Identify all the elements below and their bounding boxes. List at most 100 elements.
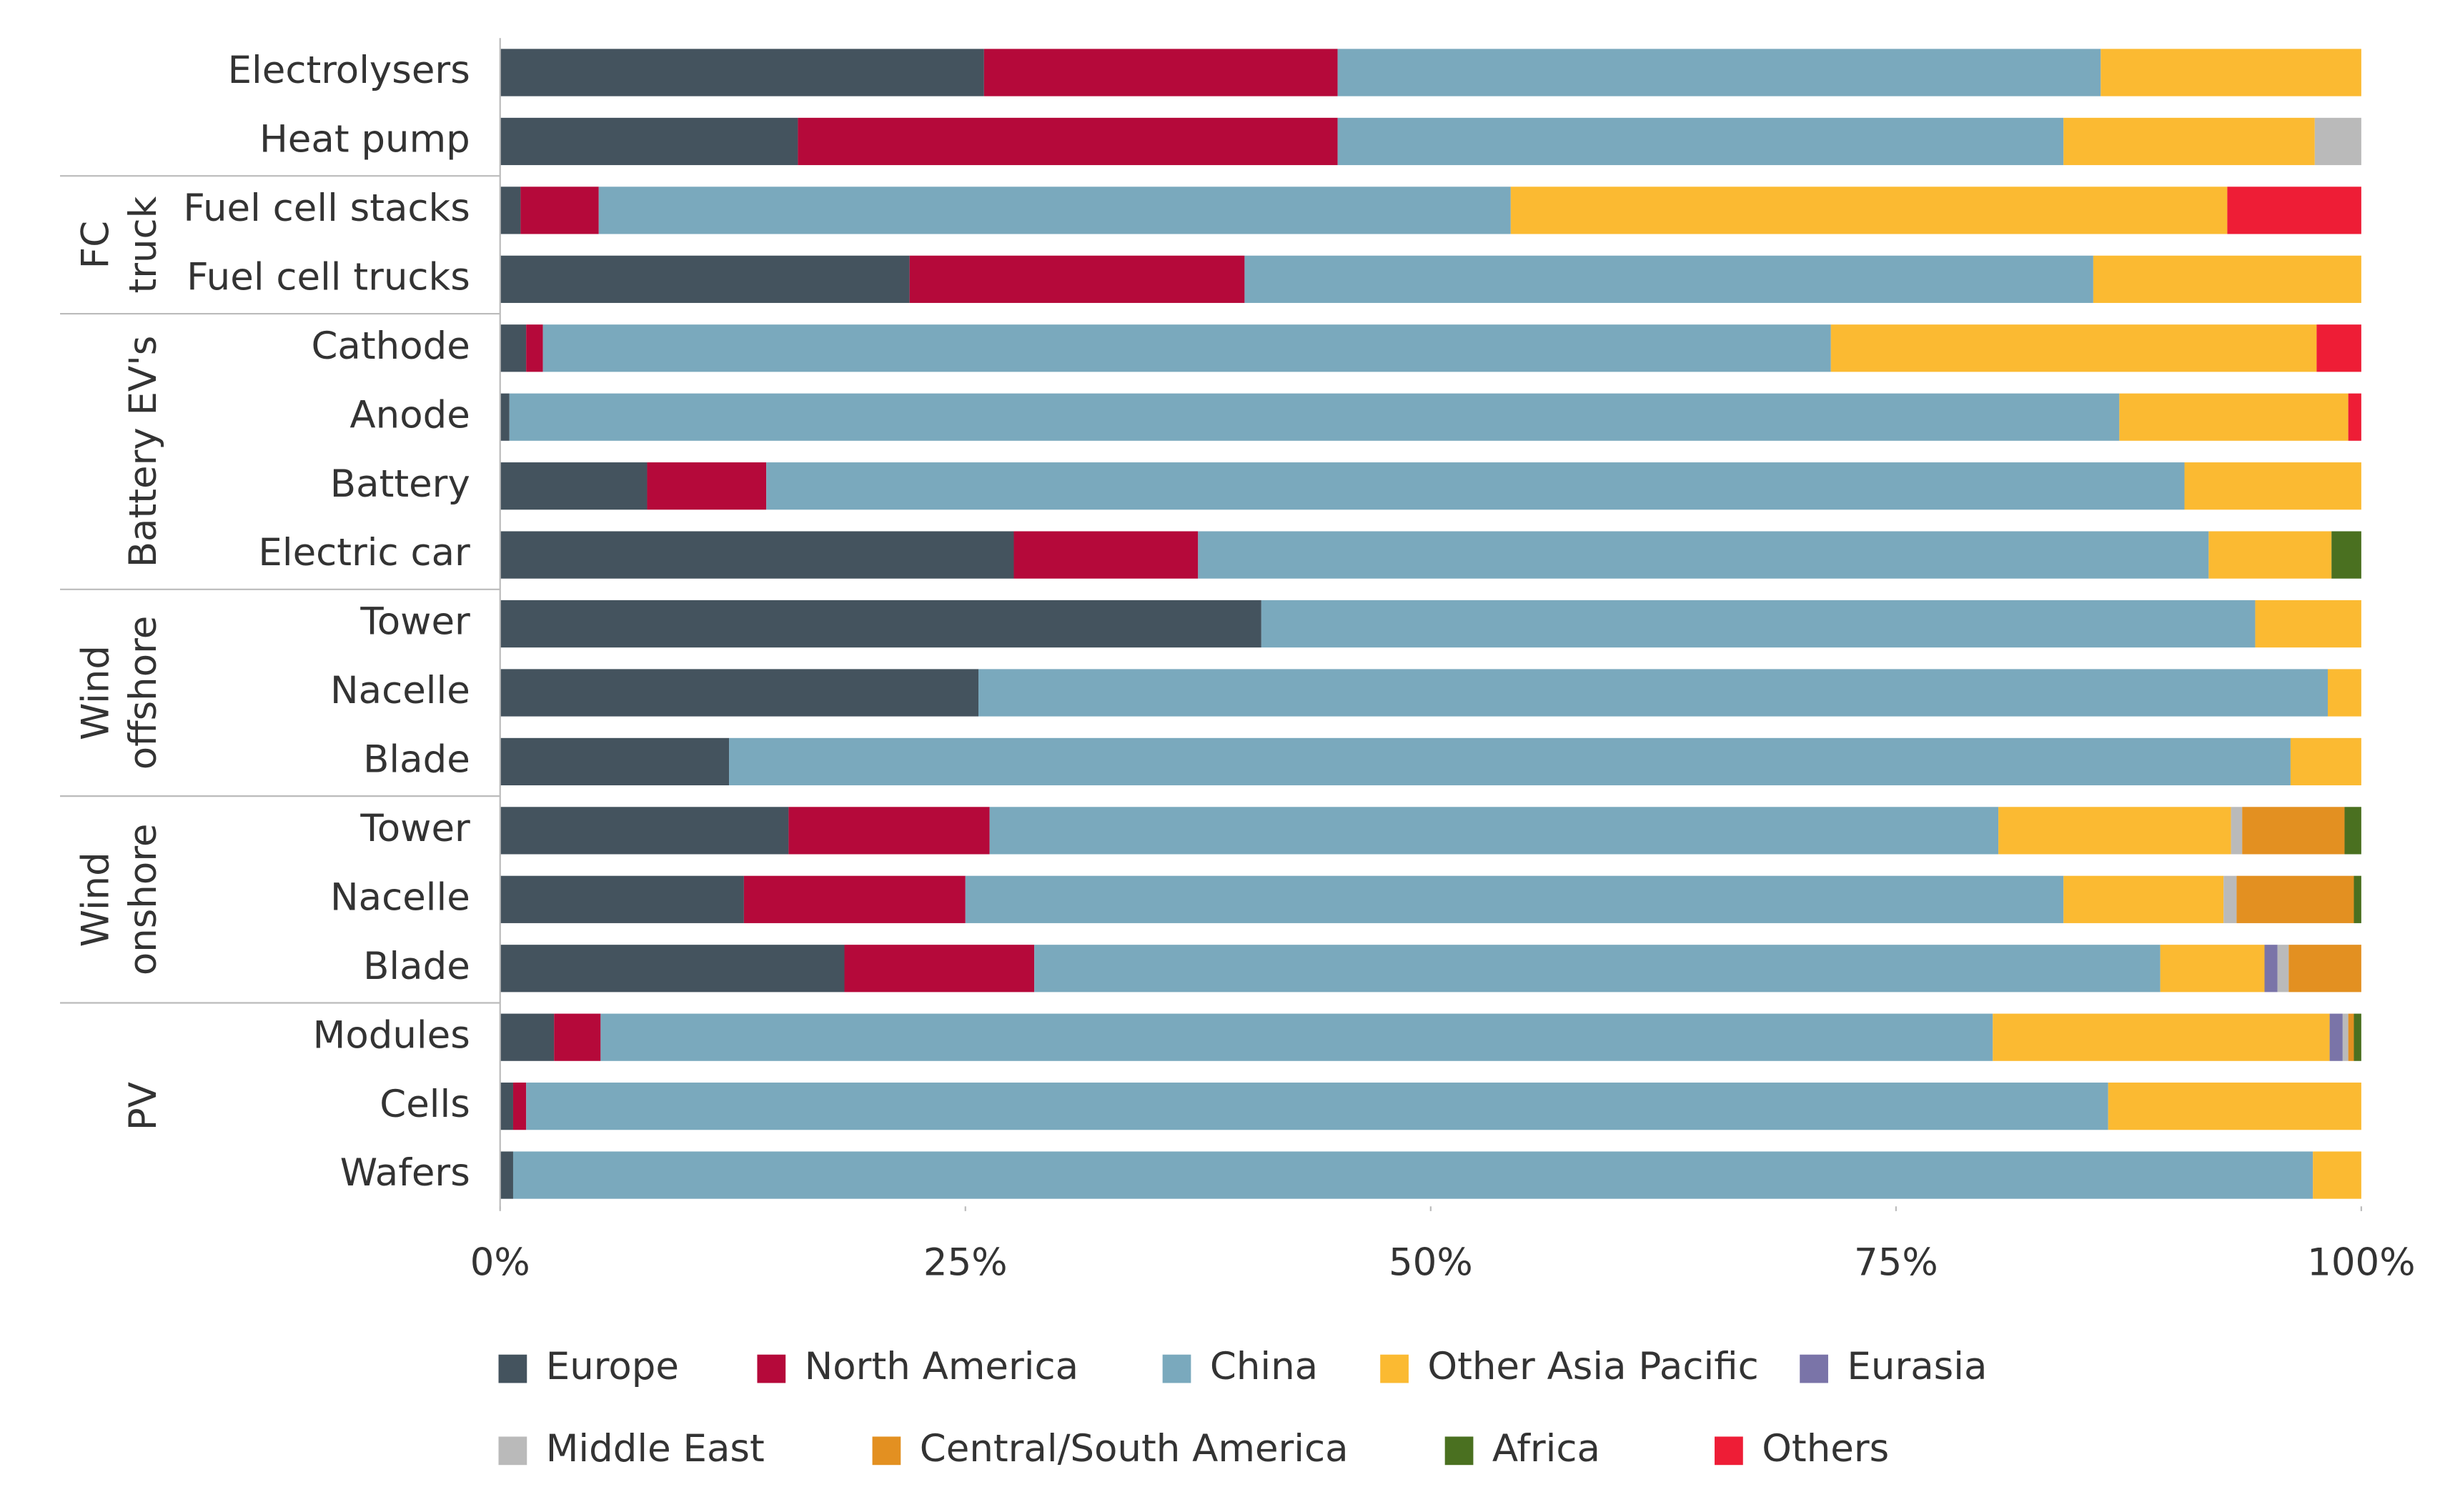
bar-segment — [1998, 807, 2231, 855]
bar-segment — [1034, 945, 2161, 993]
bar-segment — [500, 1151, 513, 1199]
legend-label: Africa — [1492, 1427, 1600, 1471]
bar-segment — [2354, 1013, 2361, 1061]
bar-segment — [1013, 531, 1199, 579]
bar-segment — [542, 324, 1831, 372]
category-label: Fuel cell trucks — [187, 255, 470, 299]
legend-label: Europe — [546, 1345, 679, 1388]
category-label: Cathode — [311, 324, 470, 368]
bar-segment — [2331, 531, 2361, 579]
category-label: Heat pump — [259, 118, 470, 161]
bar-segment — [520, 186, 599, 234]
bar-segment — [1337, 49, 2101, 96]
bar-segment — [1261, 600, 2256, 648]
bar-segment — [1993, 1013, 2330, 1061]
legend-swatch — [1800, 1354, 1828, 1383]
bar-segment — [512, 1083, 527, 1130]
legend-swatch — [872, 1436, 901, 1466]
bar-segment — [1198, 531, 2209, 579]
bar-segment — [2231, 807, 2243, 855]
bar-segment — [2108, 1083, 2361, 1130]
bar-segment — [526, 1083, 2108, 1130]
category-label: Electrolysers — [228, 49, 470, 92]
group-label: Wind — [74, 645, 118, 740]
legend-label: China — [1210, 1345, 1318, 1388]
category-label: Tower — [359, 600, 470, 644]
bar-segment — [2101, 49, 2361, 96]
bar-segment — [2208, 531, 2332, 579]
bar-segment — [647, 462, 767, 510]
legend-swatch — [1162, 1354, 1191, 1383]
bar-segment — [965, 875, 2064, 923]
bar-segment — [1830, 324, 2317, 372]
group-label: FC — [74, 221, 118, 269]
bar-segment — [600, 1013, 1993, 1061]
x-tick-label: 75% — [1854, 1241, 1938, 1285]
bar-segment — [500, 807, 789, 855]
bar-segment — [500, 945, 845, 993]
legend-label: Eurasia — [1847, 1345, 1987, 1388]
bar-segment — [2236, 875, 2354, 923]
bar-segment — [909, 255, 1245, 303]
bar-segment — [526, 324, 543, 372]
category-label: Electric car — [258, 531, 470, 575]
bar-segment — [2184, 462, 2361, 510]
category-label: Blade — [363, 738, 470, 782]
bar-segment — [2288, 945, 2361, 993]
bar-segment — [500, 600, 1261, 648]
bar-segment — [766, 462, 2185, 510]
bar-segment — [2223, 875, 2237, 923]
bar-segment — [500, 1083, 513, 1130]
bar-segment — [1244, 255, 2093, 303]
bar-segment — [743, 875, 966, 923]
legend-swatch — [757, 1354, 786, 1383]
group-label: PV — [121, 1082, 165, 1130]
bar-segment — [500, 531, 1014, 579]
category-label: Fuel cell stacks — [183, 186, 470, 230]
x-tick-label: 50% — [1389, 1241, 1473, 1285]
category-label: Tower — [359, 807, 470, 850]
bar-segment — [500, 49, 984, 96]
bar-segment — [2242, 807, 2345, 855]
bar-segment — [500, 669, 979, 717]
bar-segment — [983, 49, 1338, 96]
bar-segment — [798, 117, 1338, 166]
bar-segment — [500, 1013, 555, 1061]
bar-segment — [500, 737, 730, 786]
bar-segment — [500, 186, 521, 234]
category-label: Anode — [349, 393, 470, 437]
category-label: Wafers — [340, 1151, 470, 1195]
bar-segment — [509, 393, 2120, 441]
bar-segment — [2348, 393, 2361, 441]
bar-segment — [500, 117, 798, 166]
group-label: onshore — [121, 823, 165, 975]
legend-label: North America — [805, 1345, 1078, 1388]
legend-swatch — [1380, 1354, 1409, 1383]
legend-swatch — [498, 1436, 527, 1466]
bar-segment — [2063, 117, 2315, 166]
bar-segment — [2290, 737, 2361, 786]
bar-segment — [2348, 1013, 2354, 1061]
bar-segment — [788, 807, 990, 855]
bar-segment — [2227, 186, 2361, 234]
bar-segment — [978, 669, 2329, 717]
bar-segment — [512, 1151, 2313, 1199]
bar-segment — [2313, 1151, 2361, 1199]
group-label: Battery EV's — [121, 336, 165, 568]
bar-segment — [500, 462, 648, 510]
category-label: Battery — [330, 462, 470, 506]
legend-label: Other Asia Pacific — [1427, 1345, 1758, 1388]
group-label: truck — [121, 196, 165, 293]
category-label: Nacelle — [330, 875, 470, 919]
bar-segment — [2119, 393, 2349, 441]
legend-label: Others — [1762, 1427, 1889, 1471]
bar-segment — [500, 875, 744, 923]
bar-segment — [2314, 117, 2361, 166]
x-tick-label: 100% — [2307, 1241, 2415, 1285]
bar-segment — [2255, 600, 2361, 648]
bar-segment — [2354, 875, 2361, 923]
x-tick-label: 25% — [923, 1241, 1008, 1285]
bar-segment — [2264, 945, 2278, 993]
bar-segment — [2344, 807, 2361, 855]
